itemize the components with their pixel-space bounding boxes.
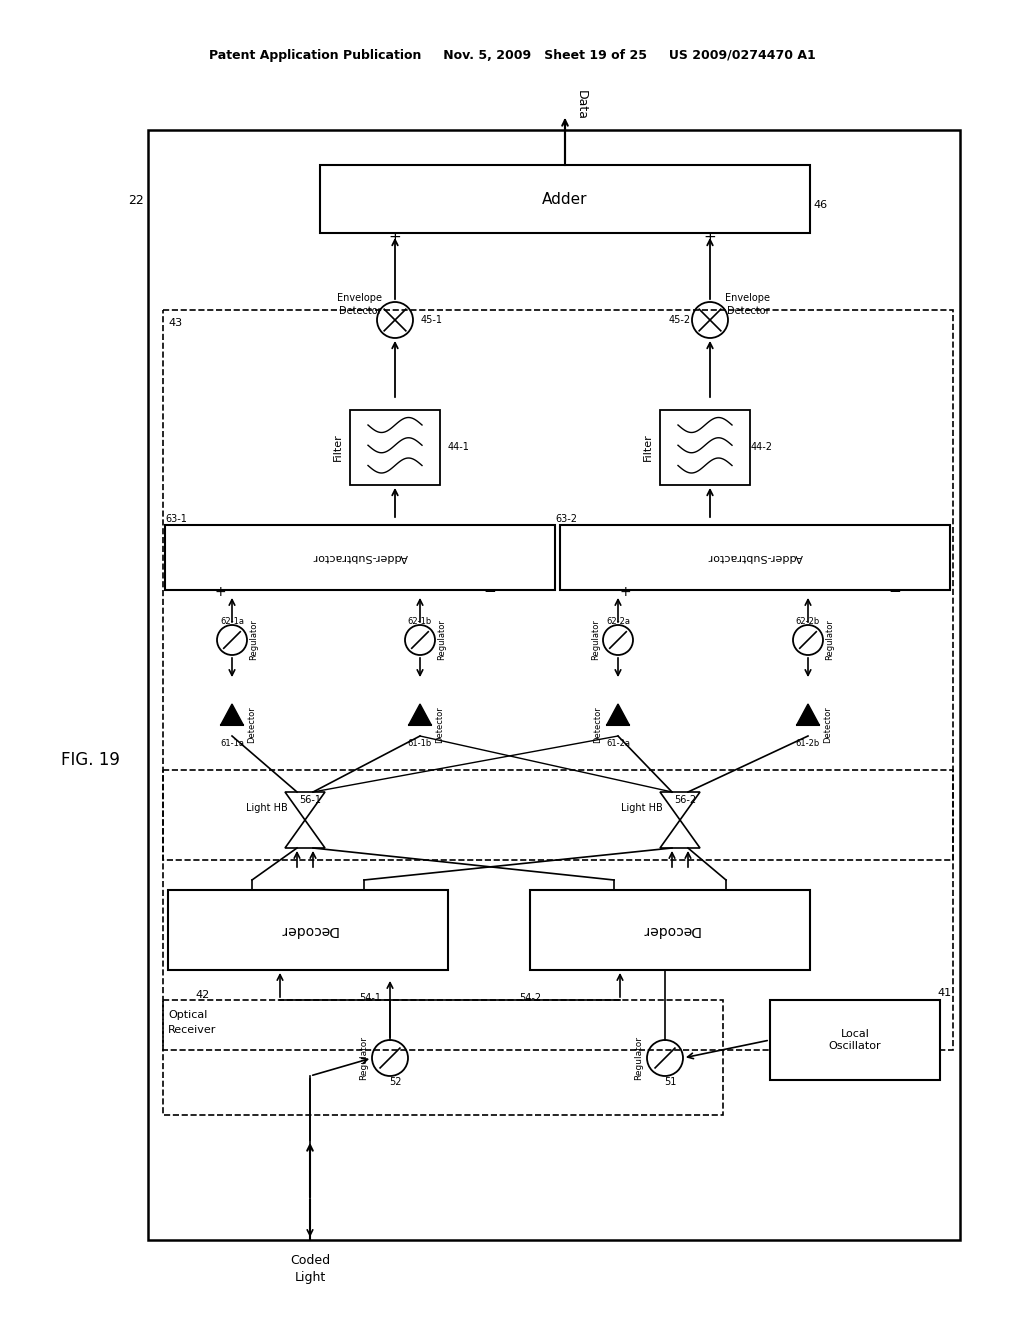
Text: Local
Oscillator: Local Oscillator — [828, 1030, 882, 1051]
Text: 62-2b: 62-2b — [796, 618, 820, 627]
Text: +: + — [389, 230, 401, 244]
Text: Data: Data — [575, 90, 588, 120]
Text: +: + — [703, 230, 717, 244]
Text: +: + — [620, 585, 631, 599]
Text: 42: 42 — [195, 990, 209, 1001]
Text: Detector: Detector — [727, 306, 769, 315]
Text: Filter: Filter — [643, 433, 653, 461]
Text: 46: 46 — [813, 201, 827, 210]
Text: Regulator: Regulator — [592, 619, 600, 660]
Text: 56-2: 56-2 — [674, 795, 696, 805]
Text: 62-2a: 62-2a — [606, 618, 630, 627]
Text: 41: 41 — [938, 987, 952, 998]
Text: 22: 22 — [128, 194, 144, 206]
Bar — [163, 770, 953, 1049]
Text: Regulator: Regulator — [437, 619, 446, 660]
Text: Regulator: Regulator — [250, 619, 258, 660]
Text: 54-2: 54-2 — [519, 993, 541, 1003]
Text: Detector: Detector — [823, 706, 833, 743]
Bar — [350, 411, 440, 484]
Text: 62-1b: 62-1b — [408, 618, 432, 627]
Text: Detector: Detector — [594, 706, 602, 743]
Text: 44-1: 44-1 — [447, 442, 469, 451]
Text: 56-1: 56-1 — [299, 795, 321, 805]
Text: Adder-Subtractor: Adder-Subtractor — [312, 552, 408, 562]
Text: Decoder: Decoder — [279, 923, 337, 937]
Text: Filter: Filter — [333, 433, 343, 461]
Bar — [163, 310, 953, 861]
Text: −: − — [483, 585, 497, 599]
Text: 45-2: 45-2 — [669, 315, 691, 325]
Text: −: − — [889, 585, 901, 599]
Text: Coded: Coded — [290, 1254, 330, 1266]
Polygon shape — [797, 704, 819, 725]
Bar — [319, 165, 810, 234]
Text: 52: 52 — [389, 1077, 401, 1086]
Text: Light: Light — [294, 1271, 326, 1284]
Text: 63-2: 63-2 — [555, 513, 577, 524]
Text: 63-1: 63-1 — [165, 513, 186, 524]
Text: Regulator: Regulator — [359, 1036, 369, 1080]
Bar — [530, 890, 810, 970]
Text: 54-1: 54-1 — [359, 993, 381, 1003]
Text: Receiver: Receiver — [168, 1026, 216, 1035]
Text: 62-1a: 62-1a — [220, 618, 244, 627]
Text: Light HB: Light HB — [246, 803, 288, 813]
Text: Envelope: Envelope — [338, 293, 383, 304]
Text: 61-1a: 61-1a — [220, 738, 244, 747]
Text: Envelope: Envelope — [725, 293, 770, 304]
Text: Light HB: Light HB — [622, 803, 663, 813]
Bar — [165, 525, 555, 590]
Bar — [660, 411, 750, 484]
Text: Optical: Optical — [168, 1010, 208, 1020]
Text: 45-1: 45-1 — [421, 315, 443, 325]
Bar — [163, 1001, 723, 1115]
Text: Adder-Subtractor: Adder-Subtractor — [708, 552, 803, 562]
Text: 44-2: 44-2 — [751, 442, 773, 451]
Text: Regulator: Regulator — [635, 1036, 643, 1080]
Text: 61-1b: 61-1b — [408, 738, 432, 747]
Bar — [560, 525, 950, 590]
Bar — [770, 1001, 940, 1080]
Text: +: + — [214, 585, 226, 599]
Bar — [168, 890, 449, 970]
Text: Decoder: Decoder — [641, 923, 699, 937]
Text: Patent Application Publication     Nov. 5, 2009   Sheet 19 of 25     US 2009/027: Patent Application Publication Nov. 5, 2… — [209, 49, 815, 62]
Text: Detector: Detector — [339, 306, 381, 315]
Text: Regulator: Regulator — [825, 619, 835, 660]
Text: FIG. 19: FIG. 19 — [60, 751, 120, 770]
Polygon shape — [221, 704, 244, 725]
Text: 51: 51 — [664, 1077, 676, 1086]
Text: Detector: Detector — [435, 706, 444, 743]
Text: Detector: Detector — [248, 706, 256, 743]
Polygon shape — [607, 704, 629, 725]
Text: 61-2b: 61-2b — [796, 738, 820, 747]
Text: 43: 43 — [168, 318, 182, 327]
Text: Adder: Adder — [543, 191, 588, 206]
Polygon shape — [409, 704, 431, 725]
Text: 61-2a: 61-2a — [606, 738, 630, 747]
Bar — [148, 129, 961, 1239]
